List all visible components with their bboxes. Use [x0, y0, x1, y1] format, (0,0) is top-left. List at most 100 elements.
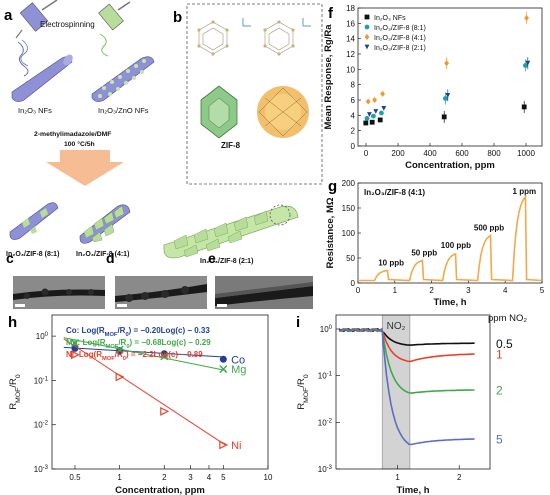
y-tick-label: 200 [342, 179, 356, 188]
product-81-label: In₂O₃/ZIF-8 (8:1) [6, 251, 59, 258]
legend-marker [364, 14, 370, 20]
syringe-icon-2 [98, 1, 131, 31]
zif8-21-group: In₂O₃/ZIF-8 (2:1) [163, 204, 299, 265]
data-point [363, 120, 369, 126]
data-point [377, 117, 383, 123]
legend-label: In₂O₃/ZIF-8 (8:1) [374, 25, 426, 32]
panel-letter-i: i [296, 314, 300, 331]
rhombic-dodecahedron-icon [200, 85, 238, 139]
response-line [338, 327, 475, 446]
fit-line [63, 346, 226, 358]
x-tick-label: 1 [117, 473, 122, 482]
electrospinning-label: Electrospinning [40, 20, 95, 29]
data-point [521, 104, 527, 110]
x-axis-label: Concentration, ppm [405, 160, 495, 171]
legend-label: In₂O₃/ZIF-8 (2:1) [374, 45, 426, 52]
panel-letter-f: f [328, 5, 334, 22]
data-point [70, 338, 79, 347]
y-tick-label: 0 [351, 279, 356, 288]
product-41-label: In₂O₃/ZIF-8 (4:1) [76, 251, 129, 258]
y-axis-label: RMOF/R0 [296, 374, 310, 410]
resistance-line [358, 194, 543, 282]
y-tick-label: 10-2 [34, 421, 49, 430]
y-tick-label: 2 [351, 127, 356, 136]
panel-letter-e: e [208, 250, 216, 266]
plot-frame [357, 7, 543, 147]
y-tick-label: 10-1 [34, 376, 49, 385]
response-line [338, 327, 475, 363]
x-tick-label: 400 [423, 149, 437, 158]
zif8-81-rod [9, 202, 59, 240]
fiber-jet [17, 41, 29, 77]
x-tick-label: 0.5 [69, 473, 81, 482]
x-tick-label: 800 [487, 149, 501, 158]
series-label: 2 [496, 384, 503, 398]
y-tick-label: 16 [346, 19, 355, 28]
zif8-cage-icon [257, 86, 309, 138]
x-tick-label: 0 [356, 286, 361, 295]
x-tick-label: 4 [207, 473, 212, 482]
x-tick-label: 0 [364, 149, 369, 158]
y-axis-label: Mean Response, Rg/Ra [323, 24, 334, 130]
series-label: 1 [496, 347, 503, 361]
zif8-41-rod [79, 204, 131, 244]
x-axis-label: Concentration, ppm [115, 485, 205, 495]
nf-label: In₂O₃ NFs [18, 106, 52, 115]
zif8-label: ZIF-8 [221, 141, 241, 150]
plot-frame [51, 314, 269, 470]
legend-label: In₂O₃/ZIF-8 (4:1) [374, 35, 426, 42]
condition-2: 100 °C/5h [64, 140, 95, 148]
panel-letter-b: b [173, 9, 182, 26]
legend-title: ppm NO₂ [488, 313, 527, 324]
data-point [441, 114, 447, 120]
panel-letter-a: a [4, 7, 13, 24]
panel-a: a Electrospinning In₂O₃ NFs In₂O₃/ZnO NF… [4, 0, 155, 258]
y-axis-label: RMOF/R0 [8, 374, 22, 410]
chart-f: f 0 200 400 600 800 1000 0 2 4 6 8 10 12 14 16 18 Concen… [323, 4, 543, 171]
data-point [371, 113, 376, 119]
y-tick-label: 100 [342, 229, 356, 238]
x-tick-label: 1 [395, 473, 400, 482]
data-point [115, 372, 125, 382]
x-tick-label: 1 [393, 286, 398, 295]
pulse-label: 1 ppm [513, 187, 537, 196]
data-point [219, 355, 227, 363]
x-tick-label: 2 [429, 286, 434, 295]
y-tick-label: 4 [351, 111, 356, 120]
response-line [339, 327, 475, 394]
series-label: 5 [496, 433, 503, 447]
data-point [219, 440, 229, 450]
zno-nf-rod [91, 56, 155, 102]
x-tick-label: 1000 [517, 149, 535, 158]
exposure-label: NO₂ [387, 321, 406, 332]
data-point [160, 406, 170, 416]
y-tick-label: 10 [346, 65, 355, 74]
tem-letters: c d e [6, 250, 216, 266]
syringe-icon [15, 0, 58, 39]
x-tick-label: 3 [188, 473, 193, 482]
y-tick-label: 10-3 [318, 465, 333, 474]
data-point [445, 93, 451, 98]
legend-marker [364, 24, 370, 30]
fit-equation: Ni: Log(RMOF/R0) = −2.2Log(c) − 0.89 [66, 350, 203, 362]
x-tick-label: 4 [503, 286, 508, 295]
x-tick-label: 3 [466, 286, 471, 295]
x-axis-label: Time, h [396, 485, 429, 495]
fit-equation: Co: Log(RMOF/R0) = −0.20Log(c) − 0.33 [66, 326, 210, 338]
pulse-label: 10 ppb [378, 259, 404, 268]
y-tick-label: 100 [36, 332, 49, 341]
x-tick-label: 10 [264, 473, 273, 482]
plot-frame [357, 182, 543, 284]
x-tick-label: 200 [391, 149, 405, 158]
data-point [70, 350, 80, 360]
synthesis-arrow [46, 150, 124, 186]
y-tick-label: 18 [346, 4, 355, 13]
data-point [525, 60, 531, 66]
data-point [219, 365, 228, 374]
x-tick-label: 5 [540, 286, 545, 295]
in2o3-nf-rod [11, 54, 73, 102]
zno-label: In₂O₃/ZnO NFs [98, 106, 149, 115]
chart-title: In₂O₃/ZIF-8 (4:1) [364, 188, 425, 197]
